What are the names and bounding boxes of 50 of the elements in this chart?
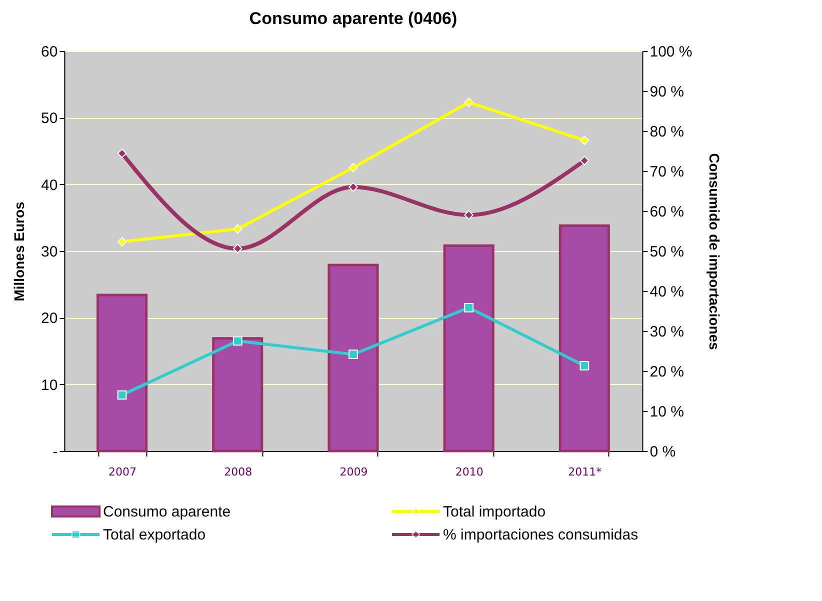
x-tick-label: 2011* <box>568 466 602 478</box>
bar <box>558 224 610 452</box>
y-tick-label: 30 <box>41 244 58 260</box>
y2-tick-label: 0 % <box>650 444 676 460</box>
bar <box>96 294 148 452</box>
point <box>580 136 590 146</box>
point <box>117 390 127 400</box>
point <box>117 236 127 246</box>
y-tick-label: 10 <box>41 376 58 394</box>
y2-axis-title: Consumido de importaciones <box>706 153 722 350</box>
x-tick-label: 2010 <box>455 466 484 478</box>
point <box>348 182 358 192</box>
x-tick-label: 2009 <box>340 466 368 478</box>
point <box>232 336 242 346</box>
bar <box>212 337 264 452</box>
point <box>348 162 358 172</box>
y2-tick-label: 30 % <box>650 324 684 340</box>
x-tick-label: 2008 <box>224 466 252 478</box>
legend-label: Total importado <box>443 504 546 520</box>
y2-tick-label: 80 % <box>650 124 684 140</box>
y2-tick-label: 40 % <box>650 284 684 300</box>
y-tick-label: 50 <box>41 110 58 128</box>
point <box>464 302 474 312</box>
point <box>348 350 358 360</box>
point <box>117 148 127 158</box>
y2-tick-label: 10 % <box>650 404 684 420</box>
y-tick-label: - <box>52 444 58 460</box>
y-tick-label: 60 <box>41 44 58 60</box>
y2-tick-label: 60 % <box>650 204 684 220</box>
point <box>464 98 474 108</box>
point <box>580 156 590 166</box>
chart-title: Consumo aparente (0406) <box>249 9 458 28</box>
y-tick-label: 40 <box>41 176 58 194</box>
y2-tick-label: 20 % <box>650 364 684 380</box>
bar <box>328 264 379 452</box>
point <box>580 360 590 370</box>
y2-tick-label: 100 % <box>650 44 692 60</box>
y2-tick-label: 70 % <box>650 164 684 180</box>
y2-tick-label: 90 % <box>650 84 684 100</box>
legend-label: % importaciones consumidas <box>443 526 638 544</box>
legend-label: Total exportado <box>103 526 206 544</box>
y-tick-label: 20 <box>41 310 58 328</box>
point <box>232 224 242 234</box>
y2-tick-label: 50 % <box>650 244 684 260</box>
y-axis-title: Millones Euros <box>11 202 28 302</box>
legend-label: Consumo aparente <box>103 504 231 520</box>
bar <box>443 244 494 452</box>
point <box>464 210 474 220</box>
x-tick-label: 2007 <box>108 466 137 478</box>
point <box>232 244 242 254</box>
